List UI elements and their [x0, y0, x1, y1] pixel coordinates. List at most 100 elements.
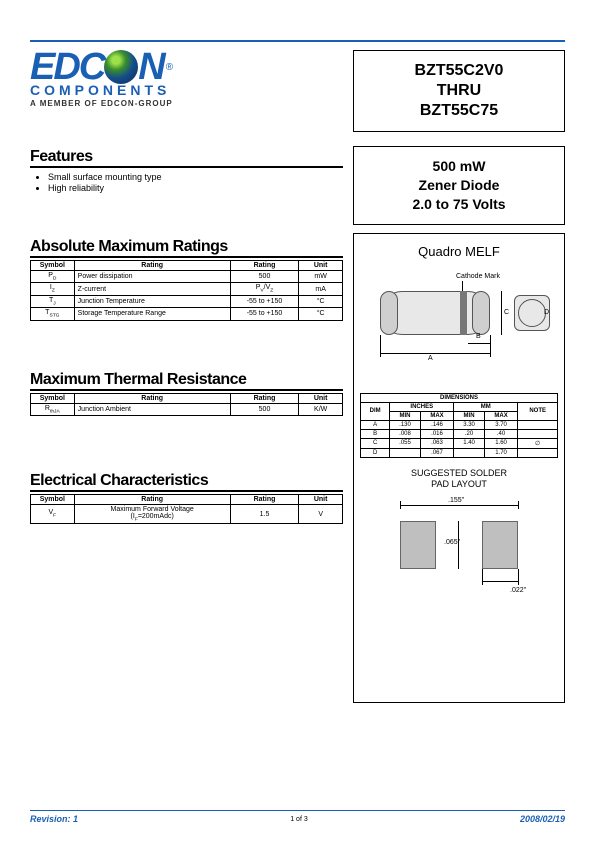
body-row: Features Small surface mounting type Hig… — [30, 138, 565, 703]
cell: mW — [299, 271, 343, 283]
cell: .146 — [420, 420, 454, 429]
cell: .063 — [420, 438, 454, 448]
dim-a-label: A — [428, 355, 433, 362]
thermal-heading: Maximum Thermal Resistance — [30, 371, 343, 391]
table-row: B .008 .016 .20 .40 — [361, 429, 558, 438]
cell: V — [299, 504, 343, 523]
cell: Power dissipation — [74, 271, 230, 283]
electrical-heading: Electrical Characteristics — [30, 472, 343, 492]
cell: C — [361, 438, 390, 448]
cell — [518, 429, 558, 438]
cell: mA — [299, 283, 343, 295]
dim-c-label: C — [504, 309, 509, 316]
cell: .130 — [390, 420, 421, 429]
header-row: EDC N ® COMPONENTS A MEMBER OF EDCON-GRO… — [30, 50, 565, 132]
cell: .055 — [390, 438, 421, 448]
col-inches: INCHES — [390, 402, 454, 411]
col-max: MAX — [420, 411, 454, 420]
footer-date: 2008/02/19 — [520, 814, 565, 824]
cell: TJ — [31, 295, 75, 307]
pad-dim-gap-line-icon — [482, 581, 518, 582]
logo-text-2: N — [138, 50, 163, 84]
table-row: TSTG Storage Temperature Range -55 to +1… — [31, 308, 343, 320]
cell: A — [361, 420, 390, 429]
dim-line-c-icon — [501, 291, 502, 335]
cell: °C — [299, 308, 343, 320]
logo-area: EDC N ® COMPONENTS A MEMBER OF EDCON-GRO… — [30, 50, 343, 132]
cell: 1.70 — [484, 448, 518, 457]
features-heading: Features — [30, 148, 343, 168]
pad-dim-w: .155" — [448, 497, 464, 504]
cell: Z-current — [74, 283, 230, 295]
part-number-thru: THRU — [358, 81, 560, 101]
pad-drawing: .155" .065" .022" — [360, 497, 558, 607]
cell: IZ — [31, 283, 75, 295]
melf-endview-circle-icon — [518, 299, 546, 327]
top-rule — [30, 40, 565, 42]
logo-tagline: A MEMBER OF EDCON-GROUP — [30, 99, 343, 108]
cell: ∅ — [518, 438, 558, 448]
cell: Storage Temperature Range — [74, 308, 230, 320]
globe-icon — [104, 50, 138, 84]
cell: .008 — [390, 429, 421, 438]
cell: °C — [299, 295, 343, 307]
left-column: Features Small surface mounting type Hig… — [30, 138, 343, 703]
dim-ext-icon — [400, 501, 401, 509]
electrical-table: Symbol Rating Rating Unit VF Maximum For… — [30, 494, 343, 524]
cell — [454, 448, 485, 457]
right-column: 500 mW Zener Diode 2.0 to 75 Volts Quadr… — [353, 138, 565, 703]
dim-line-a-icon — [380, 353, 490, 354]
table-row: IZ Z-current PV/VZ mA — [31, 283, 343, 295]
part-number-1: BZT55C2V0 — [358, 61, 560, 81]
cell: 1.60 — [484, 438, 518, 448]
solder-pad-right-icon — [482, 521, 518, 569]
cell — [518, 448, 558, 457]
col-unit: Unit — [299, 261, 343, 271]
table-row: RthJA Junction Ambient 500 K/W — [31, 403, 343, 415]
logo-text-1: EDC — [30, 50, 104, 84]
feature-item: Small surface mounting type — [48, 172, 343, 182]
dim-ext-icon — [490, 335, 491, 357]
package-box: Quadro MELF Cathode Mark A B C D — [353, 233, 565, 703]
cell: 3.70 — [484, 420, 518, 429]
dim-ext-icon — [518, 501, 519, 509]
features-section: Features Small surface mounting type Hig… — [30, 148, 343, 193]
col-min: MIN — [390, 411, 421, 420]
features-list: Small surface mounting type High reliabi… — [48, 172, 343, 193]
dim-ext-icon — [380, 335, 381, 357]
pad-layout-title: SUGGESTED SOLDER PAD LAYOUT — [360, 468, 558, 491]
table-header-row: Symbol Rating Rating Unit — [31, 494, 343, 504]
pad-dim-gap: .022" — [510, 587, 526, 594]
col-symbol: Symbol — [31, 494, 75, 504]
table-row: TJ Junction Temperature -55 to +150 °C — [31, 295, 343, 307]
cell: .40 — [484, 429, 518, 438]
cell: VF — [31, 504, 75, 523]
col-unit: Unit — [299, 393, 343, 403]
part-number-2: BZT55C75 — [358, 101, 560, 121]
table-row: A .130 .146 3.30 3.70 — [361, 420, 558, 429]
dim-b-label: B — [476, 333, 481, 340]
dim-d-label: D — [544, 309, 549, 316]
col-unit: Unit — [299, 494, 343, 504]
table-row: VF Maximum Forward Voltage(IF=200mAdc) 1… — [31, 504, 343, 523]
cell: .20 — [454, 429, 485, 438]
cell: 500 — [230, 403, 299, 415]
cell: PV/VZ — [230, 283, 299, 295]
footer: Revision: 1 1 of 3 2008/02/19 — [30, 810, 565, 824]
cell: 1.40 — [454, 438, 485, 448]
package-drawing: Cathode Mark A B C D — [366, 273, 552, 383]
table-row: DIMENSIONS — [361, 393, 558, 402]
cell: 500 — [230, 271, 299, 283]
col-rating-val: Rating — [230, 494, 299, 504]
pad-title-1: SUGGESTED SOLDER — [411, 468, 507, 478]
col-dim: DIM — [361, 402, 390, 420]
cell: .016 — [420, 429, 454, 438]
table-row: DIM INCHES MM NOTE — [361, 402, 558, 411]
cell — [390, 448, 421, 457]
cathode-arrow-icon — [462, 281, 463, 291]
pad-dim-w-line-icon — [400, 505, 518, 506]
pad-dim-h: .065" — [444, 539, 460, 546]
cell: K/W — [299, 403, 343, 415]
cell: B — [361, 429, 390, 438]
col-rating-desc: Rating — [74, 261, 230, 271]
